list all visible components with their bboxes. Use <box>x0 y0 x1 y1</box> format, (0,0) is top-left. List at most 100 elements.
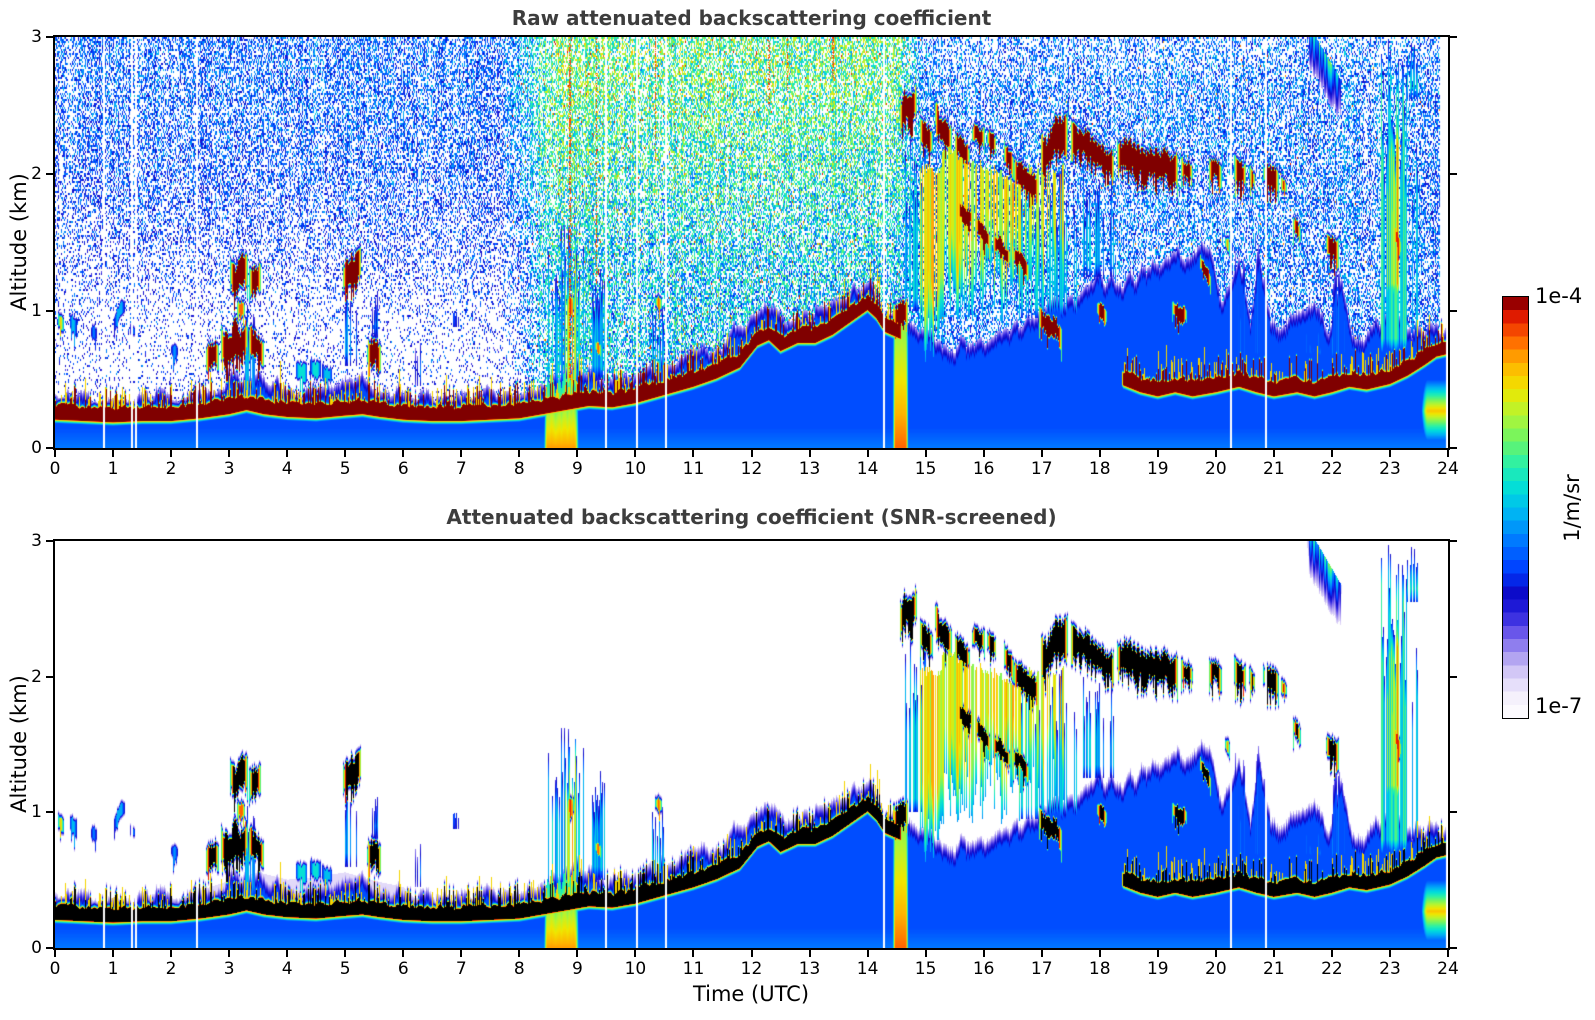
x-tick-label: 10 <box>624 959 647 979</box>
y-tick-mark <box>46 447 53 449</box>
y-tick-mark <box>46 811 53 814</box>
y-tick-label: 2 <box>31 666 42 687</box>
x-tick-mark <box>634 950 637 957</box>
x-tick-label: 15 <box>914 959 937 979</box>
y-tick-label: 3 <box>31 27 42 47</box>
x-tick-mark <box>1040 450 1043 457</box>
x-tick-label: 8 <box>513 459 525 479</box>
x-tick-mark <box>402 450 405 457</box>
x-tick-mark <box>576 450 579 457</box>
x-tick-label: 7 <box>455 959 467 979</box>
x-tick-label: 24 <box>1437 959 1459 979</box>
x-tick-label: 22 <box>1321 459 1343 479</box>
panel1-title: Raw attenuated backscattering coefficien… <box>511 6 992 30</box>
x-tick-label: 6 <box>397 959 409 979</box>
colorbar-min-label: 1e-7 <box>1535 694 1583 718</box>
y-tick-label: 3 <box>31 531 42 551</box>
panel2-y-axis-label: Altitude (km) <box>7 675 31 813</box>
x-tick-label: 12 <box>740 459 763 479</box>
x-tick-mark <box>402 950 405 957</box>
x-tick-mark <box>1388 950 1391 957</box>
x-tick-label: 19 <box>1146 959 1169 979</box>
x-tick-mark <box>634 450 637 457</box>
x-tick-mark <box>286 450 289 457</box>
x-tick-label: 19 <box>1146 459 1169 479</box>
x-tick-label: 1 <box>107 459 119 479</box>
y-tick-mark-right <box>1450 540 1457 542</box>
x-tick-mark <box>866 950 869 957</box>
x-axis-label: Time (UTC) <box>692 982 810 1006</box>
x-tick-mark <box>1214 950 1217 957</box>
x-tick-label: 0 <box>49 459 61 479</box>
x-tick-label: 6 <box>397 459 409 479</box>
x-tick-mark <box>1098 450 1101 457</box>
y-tick-mark <box>46 675 53 678</box>
x-tick-mark <box>1330 950 1333 957</box>
x-tick-label: 11 <box>682 459 705 479</box>
x-tick-label: 18 <box>1088 959 1111 979</box>
x-tick-label: 16 <box>972 459 995 479</box>
x-tick-label: 15 <box>914 459 937 479</box>
x-tick-label: 17 <box>1030 459 1053 479</box>
x-tick-mark <box>924 950 927 957</box>
x-tick-mark <box>170 450 173 457</box>
x-tick-label: 11 <box>682 959 705 979</box>
x-tick-mark <box>460 950 463 957</box>
x-tick-mark <box>1330 450 1333 457</box>
x-tick-mark <box>1447 950 1449 957</box>
y-tick-mark <box>46 540 53 542</box>
x-tick-label: 8 <box>513 959 525 979</box>
colorbar-unit-label: 1/m/sr <box>1560 474 1584 542</box>
x-tick-label: 3 <box>223 459 235 479</box>
x-tick-label: 14 <box>856 959 879 979</box>
x-tick-label: 3 <box>223 959 235 979</box>
x-tick-mark <box>344 450 347 457</box>
x-tick-label: 21 <box>1263 959 1285 979</box>
x-tick-label: 5 <box>339 959 351 979</box>
x-tick-mark <box>1388 450 1391 457</box>
y-tick-mark-right <box>1450 310 1457 312</box>
x-tick-mark <box>924 450 927 457</box>
x-tick-label: 4 <box>281 959 293 979</box>
y-tick-label: 2 <box>31 164 42 184</box>
y-tick-label: 0 <box>31 938 42 958</box>
y-tick-mark <box>46 173 53 175</box>
x-tick-mark <box>750 950 753 957</box>
x-tick-label: 2 <box>165 959 177 979</box>
x-tick-label: 21 <box>1263 459 1285 479</box>
y-tick-mark-right <box>1450 675 1457 678</box>
x-tick-mark <box>866 450 869 457</box>
x-tick-mark <box>692 950 695 957</box>
x-tick-mark <box>518 450 521 457</box>
x-tick-label: 18 <box>1088 459 1111 479</box>
colorbar-max-label: 1e-4 <box>1535 284 1583 308</box>
y-tick-label: 0 <box>31 438 42 458</box>
panel2-heatmap <box>55 541 1448 948</box>
x-tick-label: 12 <box>740 959 763 979</box>
x-tick-mark <box>344 950 347 957</box>
x-tick-mark <box>1447 450 1449 457</box>
x-tick-mark <box>112 450 115 457</box>
x-tick-mark <box>750 450 753 457</box>
x-tick-mark <box>1156 950 1159 957</box>
x-tick-mark <box>54 450 56 457</box>
x-tick-label: 13 <box>798 959 821 979</box>
y-tick-mark-right <box>1450 447 1457 449</box>
x-tick-label: 24 <box>1437 459 1459 479</box>
x-tick-label: 10 <box>624 459 647 479</box>
x-tick-label: 22 <box>1321 959 1343 979</box>
x-tick-label: 1 <box>107 959 119 979</box>
x-tick-label: 7 <box>455 459 467 479</box>
y-tick-mark <box>46 36 53 38</box>
y-tick-mark-right <box>1450 811 1457 814</box>
y-tick-mark-right <box>1450 36 1457 38</box>
x-tick-label: 0 <box>49 959 61 979</box>
x-tick-mark <box>692 450 695 457</box>
panel2-title: Attenuated backscattering coefficient (S… <box>446 505 1057 529</box>
x-tick-label: 2 <box>165 459 177 479</box>
x-tick-mark <box>460 450 463 457</box>
x-tick-mark <box>808 950 811 957</box>
x-tick-mark <box>576 950 579 957</box>
x-tick-label: 5 <box>339 459 351 479</box>
